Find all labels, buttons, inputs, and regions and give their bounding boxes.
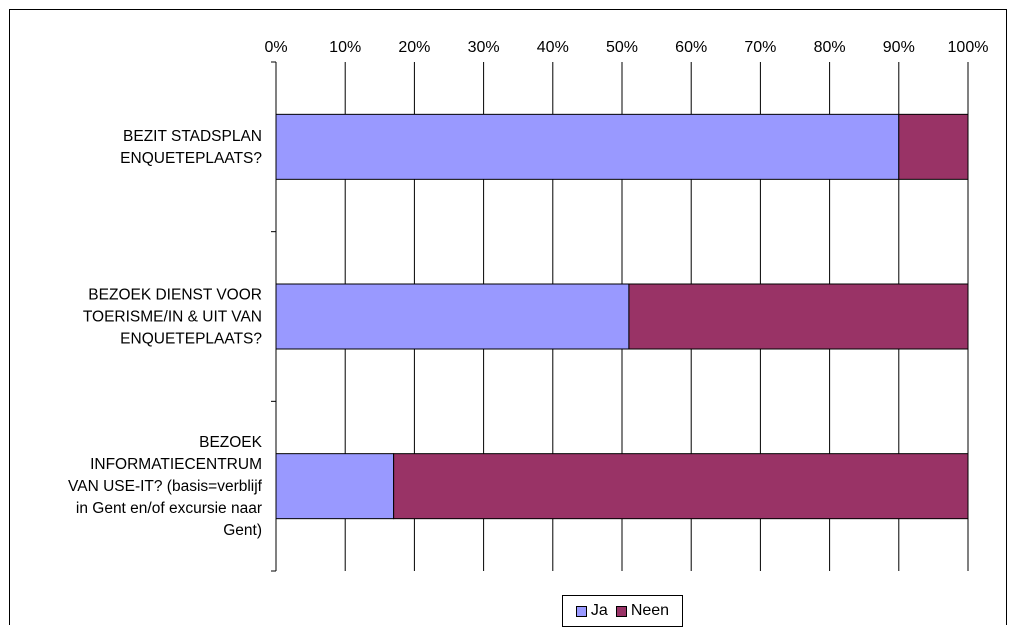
- category-label: VAN USE-IT? (basis=verblijf: [68, 478, 263, 495]
- x-tick-label: 50%: [606, 39, 638, 56]
- bar-ja: [275, 453, 395, 520]
- category-label: TOERISME/IN & UIT VAN: [83, 309, 262, 326]
- legend-label-ja: Ja: [590, 602, 608, 619]
- x-tick-label: 100%: [948, 39, 989, 56]
- bar-neen: [898, 113, 969, 180]
- bar-ja: [275, 113, 900, 180]
- x-tick-label: 10%: [329, 39, 361, 56]
- legend-item-ja: Ja: [575, 602, 608, 620]
- legend: Ja Neen: [562, 595, 683, 627]
- x-tick-label: 70%: [744, 39, 776, 56]
- x-tick-label: 90%: [883, 39, 915, 56]
- category-label: INFORMATIECENTRUM: [90, 456, 262, 473]
- category-label: BEZIT STADSPLAN: [123, 128, 262, 145]
- x-tick-label: 60%: [675, 39, 707, 56]
- category-label: ENQUETEPLAATS?: [120, 150, 262, 167]
- x-tick-label: 30%: [468, 39, 500, 56]
- x-tick-label: 80%: [814, 39, 846, 56]
- category-label: BEZOEK DIENST VOOR: [88, 287, 262, 304]
- category-label: ENQUETEPLAATS?: [120, 331, 262, 348]
- bar-ja: [275, 283, 630, 350]
- legend-label-neen: Neen: [630, 602, 670, 619]
- x-tick-label: 40%: [537, 39, 569, 56]
- legend-swatch-ja: [575, 605, 587, 617]
- category-label: in Gent en/of excursie naar: [76, 500, 262, 517]
- legend-item-neen: Neen: [615, 602, 670, 620]
- legend-swatch-neen: [615, 605, 627, 617]
- x-tick-label: 20%: [398, 39, 430, 56]
- category-label: BEZOEK: [199, 434, 263, 451]
- chart-frame: [9, 9, 1007, 625]
- category-label: Gent): [223, 522, 262, 539]
- x-tick-label: 0%: [264, 39, 287, 56]
- bar-neen: [393, 453, 969, 520]
- bar-neen: [628, 283, 969, 350]
